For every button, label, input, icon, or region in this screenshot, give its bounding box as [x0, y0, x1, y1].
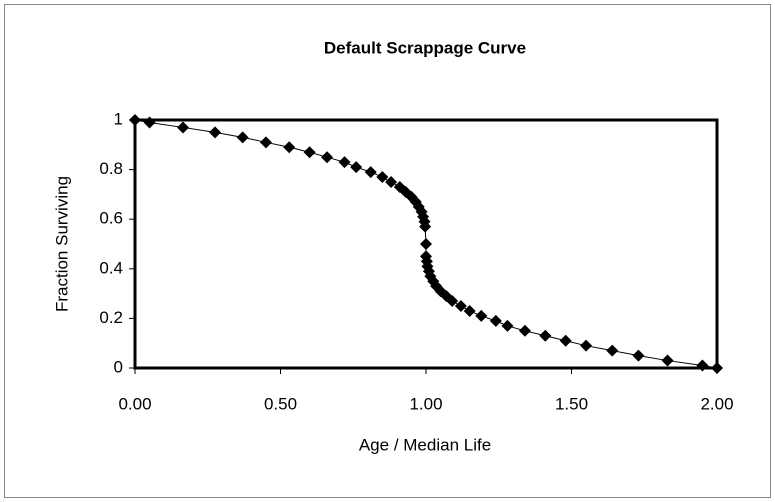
x-tick-label: 0.00 — [118, 394, 151, 413]
y-tick-label: 0.6 — [99, 209, 123, 228]
point-marker — [580, 339, 593, 352]
point-marker — [559, 334, 572, 347]
point-marker — [338, 156, 351, 169]
point-marker — [518, 324, 531, 337]
point-marker — [303, 146, 316, 159]
y-tick-label: 0 — [114, 357, 123, 376]
chart-border — [4, 4, 771, 498]
point-marker — [364, 166, 377, 179]
y-tick-label: 0.4 — [99, 258, 123, 277]
point-marker — [177, 121, 190, 134]
point-marker — [236, 131, 249, 144]
y-tick-label: 1 — [114, 109, 123, 128]
point-marker — [385, 176, 398, 188]
point-marker — [419, 220, 432, 233]
point-marker — [501, 319, 514, 332]
y-tick-label: 0.8 — [99, 159, 123, 178]
point-marker — [376, 171, 389, 184]
x-tick-label: 1.00 — [409, 394, 442, 413]
point-marker — [463, 304, 476, 317]
point-marker — [454, 300, 467, 312]
point-marker — [446, 295, 459, 308]
point-marker — [259, 136, 272, 149]
point-marker — [350, 161, 363, 174]
point-marker — [606, 344, 619, 357]
x-tick-label: 0.50 — [264, 394, 297, 413]
x-tick-label: 2.00 — [700, 394, 733, 413]
point-marker — [696, 359, 709, 372]
chart-title: Default Scrappage Curve — [324, 38, 526, 57]
point-marker — [475, 309, 488, 322]
point-marker — [143, 116, 156, 129]
point-marker — [420, 238, 432, 250]
point-marker — [129, 114, 141, 126]
x-axis-label: Age / Median Life — [359, 435, 491, 454]
x-tick-label: 1.50 — [555, 394, 588, 413]
y-axis-label: Fraction Surviving — [52, 176, 71, 312]
point-marker — [209, 126, 222, 139]
point-marker — [632, 349, 645, 362]
point-marker — [711, 362, 723, 374]
y-tick-label: 0.2 — [99, 308, 123, 327]
point-marker — [321, 151, 334, 164]
point-marker — [661, 354, 674, 367]
point-marker — [489, 314, 502, 327]
point-marker — [539, 329, 552, 342]
point-marker — [283, 141, 296, 154]
